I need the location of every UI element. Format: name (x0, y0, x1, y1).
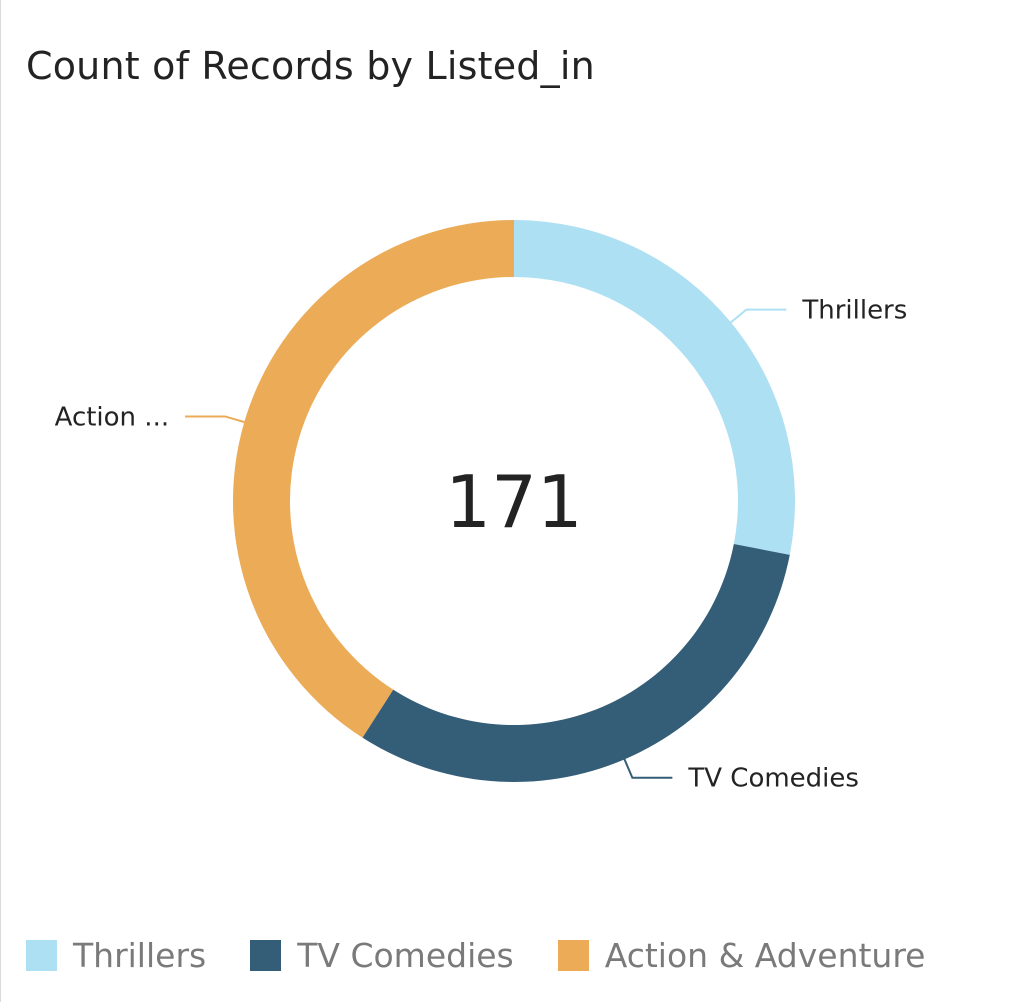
legend-label: TV Comedies (297, 936, 514, 975)
slice-label-thrillers: Thrillers (801, 296, 907, 326)
donut-slice-thrillers[interactable] (514, 220, 795, 555)
legend-label: Thrillers (73, 936, 207, 975)
leader-line-thrillers (728, 308, 787, 325)
legend-item-action-adventure[interactable]: Action & Adventure (557, 936, 926, 975)
center-total-label: 171 (445, 460, 582, 544)
legend-swatch (26, 940, 57, 971)
legend-item-thrillers[interactable]: Thrillers (26, 936, 206, 975)
chart-legend: Thrillers TV Comedies Action & Adventure (26, 936, 970, 975)
leader-line-action-adventure (185, 415, 247, 424)
legend-label: Action & Adventure (604, 936, 926, 975)
donut-slice-action-adventure[interactable] (233, 220, 514, 738)
slice-label-tv-comedies: TV Comedies (687, 764, 859, 794)
legend-swatch (557, 940, 589, 971)
donut-slice-tv-comedies[interactable] (362, 543, 790, 782)
leader-line-tv-comedies (622, 757, 673, 779)
legend-swatch (250, 940, 282, 971)
slice-label-action-adventure: Action ... (55, 402, 170, 432)
legend-item-tv-comedies[interactable]: TV Comedies (250, 936, 514, 975)
chart-title: Count of Records by Listed_in (26, 44, 595, 88)
